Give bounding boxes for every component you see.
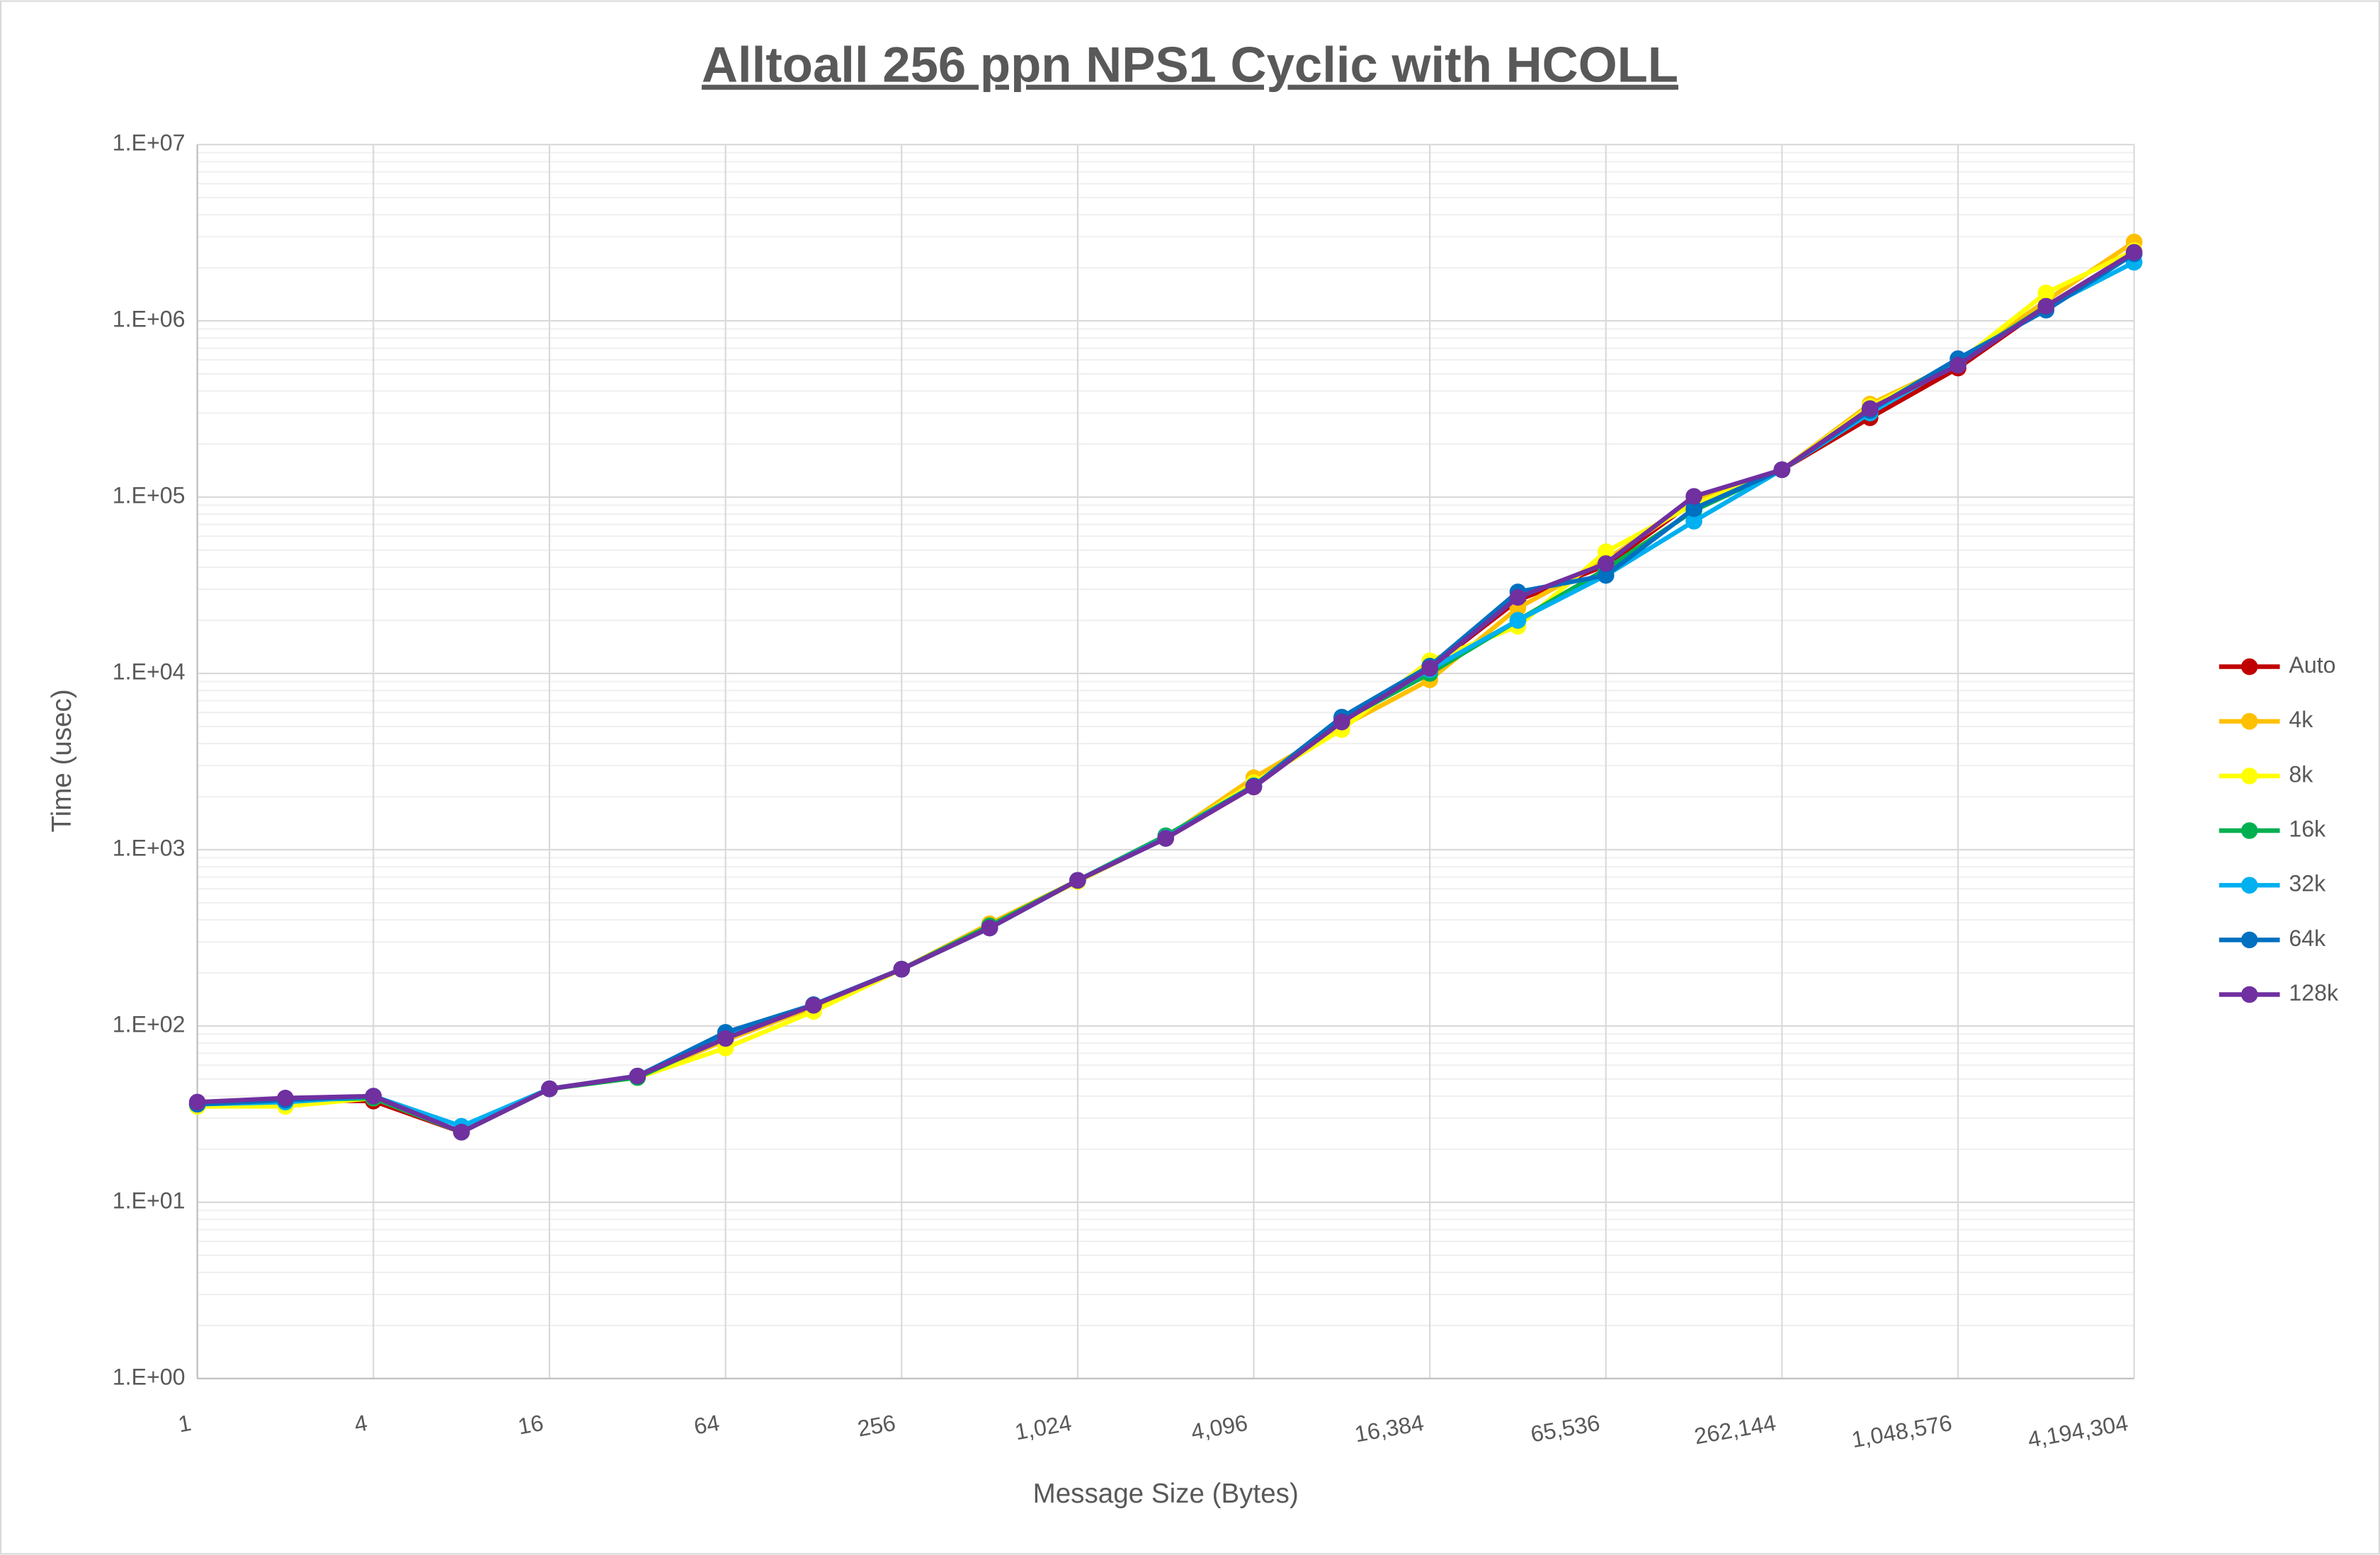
data-point <box>805 996 822 1014</box>
data-point <box>1598 555 1615 572</box>
legend-label: 32k <box>2289 871 2326 896</box>
data-point <box>1509 588 1527 606</box>
data-point <box>188 1093 206 1111</box>
legend-label: 64k <box>2289 925 2326 951</box>
legend-marker <box>2240 931 2258 949</box>
data-point <box>541 1080 558 1098</box>
x-tick-label: 4 <box>353 1410 370 1437</box>
data-point <box>1509 612 1527 629</box>
data-point <box>1861 400 1879 417</box>
data-point <box>365 1088 382 1105</box>
legend-marker <box>2240 877 2258 894</box>
data-point <box>981 919 998 937</box>
data-point <box>1685 500 1702 518</box>
y-tick-label: 1.E+03 <box>113 835 186 860</box>
data-point <box>1245 778 1263 796</box>
legend-marker <box>2240 986 2258 1003</box>
x-tick-label: 64 <box>692 1410 721 1440</box>
legend-label: 128k <box>2289 980 2339 1006</box>
data-point <box>2037 297 2055 315</box>
y-tick-label: 1.E+05 <box>113 483 186 508</box>
x-tick-label: 16 <box>516 1410 545 1440</box>
legend-label: 16k <box>2289 816 2326 842</box>
legend-marker <box>2240 712 2258 730</box>
data-point <box>1421 659 1438 677</box>
chart-title: Alltoall 256 ppn NPS1 Cyclic with HCOLL <box>702 37 1678 93</box>
data-point <box>1333 713 1350 731</box>
legend-marker <box>2240 768 2258 785</box>
legend-marker <box>2240 658 2258 676</box>
data-point <box>1685 513 1702 530</box>
data-point <box>893 960 911 978</box>
data-point <box>2125 244 2143 261</box>
y-tick-label: 1.E+00 <box>113 1364 186 1389</box>
data-point <box>1598 566 1615 584</box>
y-tick-label: 1.E+01 <box>113 1187 186 1213</box>
y-tick-label: 1.E+06 <box>113 307 186 332</box>
data-point <box>1773 461 1791 479</box>
data-point <box>1685 488 1702 505</box>
legend-marker <box>2240 822 2258 839</box>
data-point <box>277 1089 294 1107</box>
data-point <box>2037 284 2055 302</box>
data-point <box>629 1067 647 1085</box>
y-tick-label: 1.E+07 <box>113 130 186 156</box>
data-point <box>1949 357 1966 374</box>
legend-label: Auto <box>2289 652 2335 678</box>
legend-label: 4k <box>2289 707 2313 732</box>
legend-label: 8k <box>2289 761 2313 787</box>
y-tick-label: 1.E+04 <box>113 659 186 685</box>
data-point <box>1157 830 1174 847</box>
x-tick-label: 1 <box>176 1410 193 1437</box>
data-point <box>1598 543 1615 560</box>
data-point <box>1069 872 1086 889</box>
data-point <box>717 1030 734 1047</box>
data-point <box>452 1124 470 1141</box>
x-axis-label: Message Size (Bytes) <box>1033 1479 1299 1509</box>
y-tick-label: 1.E+02 <box>113 1011 186 1037</box>
y-axis-label: Time (usec) <box>47 689 77 832</box>
